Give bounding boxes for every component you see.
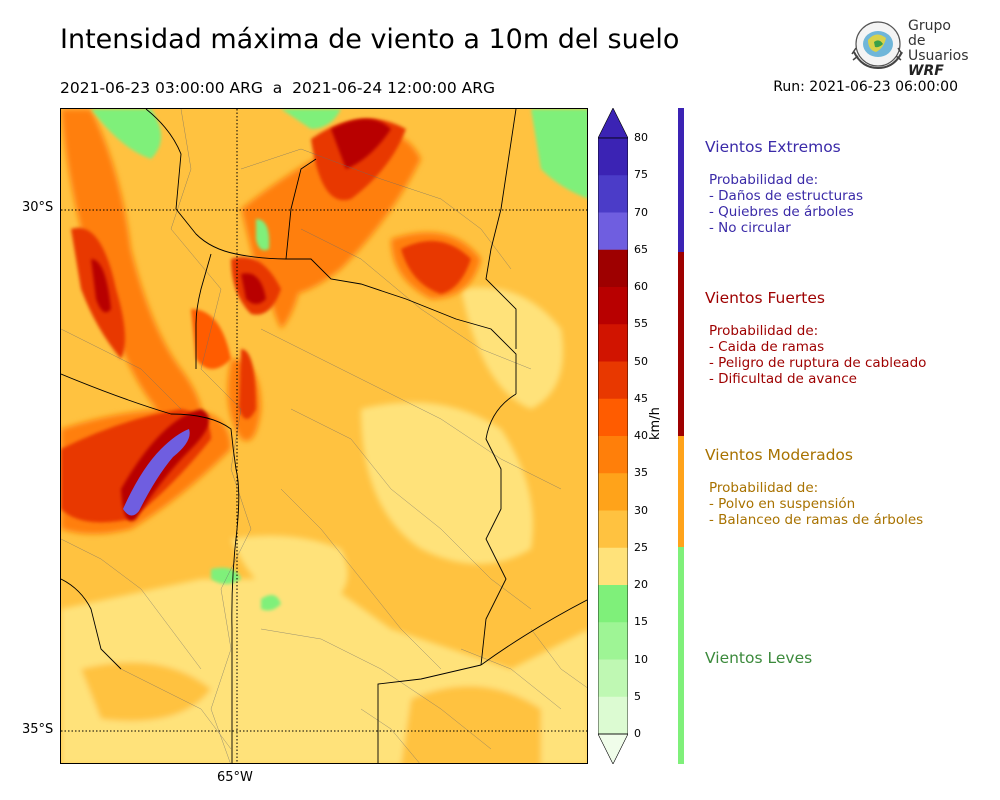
colorbar-unit: km/h — [648, 407, 663, 440]
colorbar-tick-label: 45 — [634, 391, 648, 405]
lon-label-65w: 65°W — [217, 770, 253, 785]
colorbar-tick-label: 25 — [634, 540, 648, 554]
colorbar-segment — [598, 324, 628, 362]
wind-field — [61, 109, 587, 763]
colorbar-segment — [598, 361, 628, 400]
legend-fuertes-desc: Probabilidad de: - Caida de ramas - Peli… — [709, 323, 926, 387]
legend-fuertes-line: Probabilidad de: — [709, 323, 819, 339]
colorbar-tick-label: 0 — [634, 727, 641, 740]
colorbar-segment — [598, 622, 628, 660]
colorbar-tick-label: 50 — [634, 354, 648, 368]
band-leves — [678, 547, 684, 764]
wrf-logo: Grupo de Usuarios WRF — [848, 18, 969, 79]
colorbar-segment — [598, 510, 628, 549]
colorbar-tick-label: 55 — [634, 317, 648, 331]
logo-text: Grupo de Usuarios WRF — [908, 19, 969, 79]
legend-extremos-desc: Probabilidad de: - Daños de estructuras … — [709, 172, 863, 236]
wind-map — [60, 108, 588, 764]
legend-fuertes-line: - Caida de ramas — [709, 339, 825, 355]
colorbar-segment — [598, 659, 628, 698]
legend-moderados-title: Vientos Moderados — [705, 446, 853, 464]
legend-moderados-desc: Probabilidad de: - Polvo en suspensión -… — [709, 480, 923, 528]
colorbar-segment — [598, 287, 628, 325]
legend-moderados-line: Probabilidad de: — [709, 480, 819, 496]
logo-line3: WRF — [908, 63, 944, 79]
colorbar-segment — [598, 696, 628, 735]
legend-extremos-line: - Quiebres de árboles — [709, 204, 854, 220]
colorbar-tick-label: 35 — [634, 466, 648, 480]
colorbar-segment — [598, 473, 628, 511]
run-time: Run: 2021-06-23 06:00:00 — [773, 79, 958, 95]
band-extremos — [678, 108, 684, 252]
colorbar-extend-bottom — [598, 733, 628, 764]
legend-fuertes-title: Vientos Fuertes — [705, 289, 825, 307]
colorbar-segment — [598, 585, 628, 623]
legend-moderados-line: - Polvo en suspensión — [709, 496, 856, 512]
colorbar-tick-label: 75 — [634, 168, 648, 182]
colorbar-tick-label: 30 — [634, 503, 648, 517]
forecast-period: 2021-06-23 03:00:00 ARG a 2021-06-24 12:… — [60, 79, 496, 97]
globe-logo-icon — [851, 21, 903, 70]
legend-extremos-title: Vientos Extremos — [705, 138, 841, 156]
colorbar-tick-label: 5 — [634, 689, 641, 703]
lat-label-30s: 30°S — [22, 200, 54, 215]
logo-line1: Grupo de — [908, 18, 951, 49]
colorbar-segment — [598, 398, 628, 437]
legend-moderados-line: - Balanceo de ramas de árboles — [709, 512, 924, 528]
colorbar-tick-label: 20 — [634, 578, 648, 591]
colorbar-tick-label: 80 — [634, 131, 648, 144]
logo-line2: Usuarios — [908, 48, 969, 64]
colorbar-segment — [598, 138, 628, 176]
legend-leves-title: Vientos Leves — [705, 649, 813, 667]
colorbar-segment — [598, 249, 628, 288]
colorbar-frame — [598, 137, 628, 735]
colorbar-segment — [598, 436, 628, 474]
colorbar-extend-top — [598, 108, 628, 139]
lat-label-35s: 35°S — [22, 722, 54, 737]
colorbar-tick-label: 70 — [634, 205, 648, 219]
colorbar-tick-label: 60 — [634, 280, 648, 293]
legend-extremos-line: - Daños de estructuras — [709, 188, 864, 204]
legend-extremos-line: Probabilidad de: — [709, 172, 819, 188]
legend-extremos-line: - No circular — [709, 220, 791, 236]
band-fuertes — [678, 252, 684, 436]
colorbar-segment — [598, 175, 628, 213]
band-moderados — [678, 436, 684, 547]
chart-title: Intensidad máxima de viento a 10m del su… — [60, 24, 680, 55]
legend-fuertes-line: - Peligro de ruptura de cableado — [709, 355, 927, 371]
colorbar-tick-label: 65 — [634, 242, 648, 256]
colorbar-tick-label: 40 — [634, 429, 648, 442]
colorbar-segment — [598, 547, 628, 586]
colorbar-tick-label: 15 — [634, 615, 648, 629]
colorbar — [598, 108, 628, 764]
colorbar-segment — [598, 212, 628, 251]
colorbar-tick-label: 10 — [634, 652, 648, 666]
legend-fuertes-line: - Dificultad de avance — [709, 371, 857, 387]
